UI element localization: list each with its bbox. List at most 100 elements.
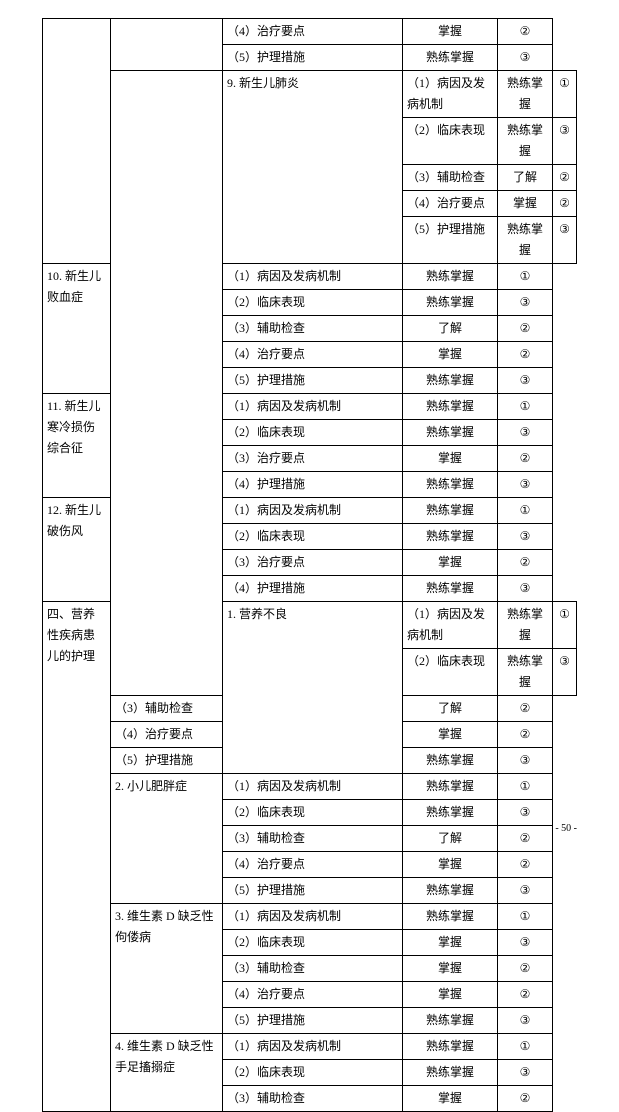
- level-cell: 熟练掌握: [403, 290, 498, 316]
- mark-cell: ③: [498, 472, 553, 498]
- item-cell: （2）临床表现: [223, 420, 403, 446]
- topic-cell: 4. 维生素 D 缺乏性手足搐搦症: [111, 1034, 223, 1112]
- item-cell: （4）护理措施: [223, 472, 403, 498]
- mark-cell: ③: [498, 290, 553, 316]
- mark-cell: ②: [498, 826, 553, 852]
- item-cell: （3）辅助检查: [223, 826, 403, 852]
- topic-cell: [111, 19, 223, 71]
- topic-cell: 1. 营养不良: [223, 602, 403, 774]
- section-cell: 四、营养性疾病患儿的护理: [43, 602, 111, 1112]
- item-cell: （3）辅助检查: [223, 956, 403, 982]
- level-cell: 熟练掌握: [403, 524, 498, 550]
- level-cell: 掌握: [403, 19, 498, 45]
- item-cell: （4）治疗要点: [223, 342, 403, 368]
- level-cell: 了解: [403, 826, 498, 852]
- mark-cell: ①: [498, 498, 553, 524]
- level-cell: 掌握: [498, 191, 553, 217]
- mark-cell: ③: [498, 420, 553, 446]
- mark-cell: ①: [498, 264, 553, 290]
- item-cell: （4）治疗要点: [223, 19, 403, 45]
- item-cell: （1）病因及发病机制: [223, 394, 403, 420]
- level-cell: 了解: [498, 165, 553, 191]
- mark-cell: ②: [498, 696, 553, 722]
- mark-cell: ②: [498, 852, 553, 878]
- topic-cell: 9. 新生儿肺炎: [223, 71, 403, 264]
- mark-cell: ①: [498, 774, 553, 800]
- level-cell: 熟练掌握: [403, 264, 498, 290]
- level-cell: 熟练掌握: [403, 748, 498, 774]
- item-cell: （5）护理措施: [403, 217, 498, 264]
- section-cell: [43, 19, 111, 264]
- level-cell: 熟练掌握: [498, 602, 553, 649]
- item-cell: （1）病因及发病机制: [403, 71, 498, 118]
- syllabus-table: （4）治疗要点掌握②（5）护理措施熟练掌握③9. 新生儿肺炎（1）病因及发病机制…: [42, 18, 577, 1112]
- mark-cell: ①: [498, 1034, 553, 1060]
- level-cell: 熟练掌握: [403, 774, 498, 800]
- topic-cell: 3. 维生素 D 缺乏性佝偻病: [111, 904, 223, 1034]
- level-cell: 熟练掌握: [403, 498, 498, 524]
- level-cell: 掌握: [403, 930, 498, 956]
- item-cell: （5）护理措施: [111, 748, 223, 774]
- item-cell: （1）病因及发病机制: [223, 498, 403, 524]
- mark-cell: ③: [498, 800, 553, 826]
- item-cell: （2）临床表现: [223, 290, 403, 316]
- item-cell: （2）临床表现: [403, 118, 498, 165]
- item-cell: （4）治疗要点: [223, 852, 403, 878]
- mark-cell: ③: [553, 217, 577, 264]
- item-cell: （5）护理措施: [223, 45, 403, 71]
- table-row: 4. 维生素 D 缺乏性手足搐搦症（1）病因及发病机制熟练掌握①: [43, 1034, 577, 1060]
- item-cell: （3）辅助检查: [223, 316, 403, 342]
- mark-cell: ②: [553, 165, 577, 191]
- level-cell: 了解: [403, 316, 498, 342]
- mark-cell: ②: [498, 982, 553, 1008]
- item-cell: （3）辅助检查: [223, 1086, 403, 1112]
- mark-cell: ②: [498, 1086, 553, 1112]
- mark-cell: ③: [498, 524, 553, 550]
- table-row: （4）治疗要点掌握②: [43, 19, 577, 45]
- level-cell: 了解: [403, 696, 498, 722]
- mark-cell: ③: [498, 878, 553, 904]
- item-cell: （5）护理措施: [223, 1008, 403, 1034]
- level-cell: 熟练掌握: [403, 420, 498, 446]
- mark-cell: ②: [498, 342, 553, 368]
- item-cell: （2）临床表现: [223, 1060, 403, 1086]
- level-cell: 掌握: [403, 982, 498, 1008]
- level-cell: 掌握: [403, 722, 498, 748]
- page-number: - 50 -: [555, 823, 577, 834]
- item-cell: （1）病因及发病机制: [403, 602, 498, 649]
- table-row: 9. 新生儿肺炎（1）病因及发病机制熟练掌握①: [43, 71, 577, 118]
- level-cell: 熟练掌握: [403, 1008, 498, 1034]
- mark-cell: ③: [498, 748, 553, 774]
- mark-cell: ②: [498, 956, 553, 982]
- item-cell: （1）病因及发病机制: [223, 904, 403, 930]
- level-cell: 掌握: [403, 956, 498, 982]
- level-cell: 熟练掌握: [403, 472, 498, 498]
- mark-cell: ①: [498, 394, 553, 420]
- mark-cell: ③: [553, 118, 577, 165]
- level-cell: 熟练掌握: [403, 45, 498, 71]
- level-cell: 熟练掌握: [498, 71, 553, 118]
- mark-cell: ②: [498, 722, 553, 748]
- item-cell: （2）临床表现: [223, 800, 403, 826]
- mark-cell: ③: [498, 45, 553, 71]
- level-cell: 熟练掌握: [403, 1060, 498, 1086]
- level-cell: 熟练掌握: [403, 800, 498, 826]
- item-cell: （3）辅助检查: [111, 696, 223, 722]
- table-row: 3. 维生素 D 缺乏性佝偻病（1）病因及发病机制熟练掌握①: [43, 904, 577, 930]
- mark-cell: ②: [498, 19, 553, 45]
- topic-cell: 2. 小儿肥胖症: [111, 774, 223, 904]
- item-cell: （3）辅助检查: [403, 165, 498, 191]
- level-cell: 掌握: [403, 342, 498, 368]
- item-cell: （1）病因及发病机制: [223, 774, 403, 800]
- mark-cell: ③: [498, 1060, 553, 1086]
- mark-cell: ③: [498, 930, 553, 956]
- mark-cell: ①: [553, 602, 577, 649]
- topic-cell: 12. 新生儿破伤风: [43, 498, 111, 602]
- mark-cell: ②: [498, 550, 553, 576]
- level-cell: 熟练掌握: [403, 1034, 498, 1060]
- item-cell: （5）护理措施: [223, 878, 403, 904]
- item-cell: （1）病因及发病机制: [223, 1034, 403, 1060]
- item-cell: （5）护理措施: [223, 368, 403, 394]
- mark-cell: ①: [553, 71, 577, 118]
- level-cell: 熟练掌握: [403, 368, 498, 394]
